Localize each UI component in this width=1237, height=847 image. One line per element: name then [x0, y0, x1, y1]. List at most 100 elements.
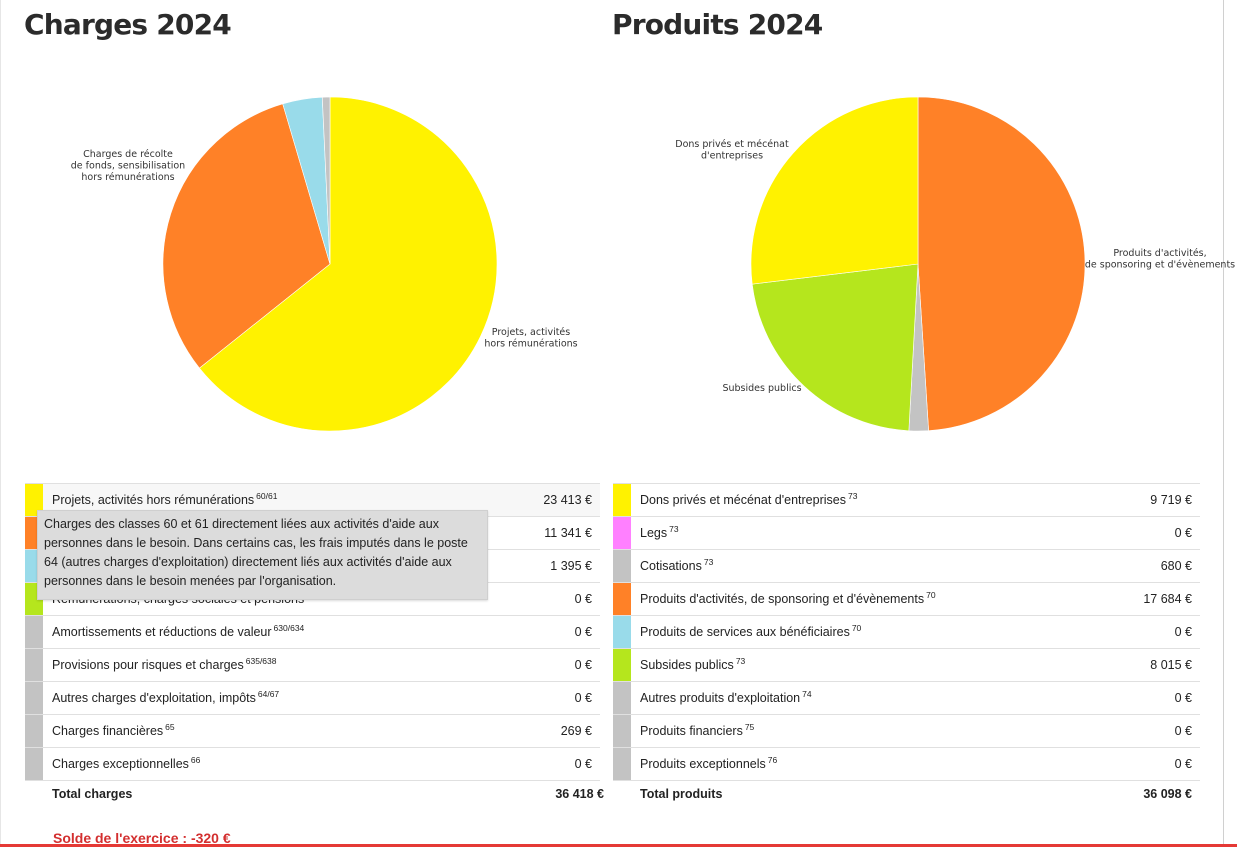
produits-row-value: 0 € [1110, 747, 1200, 781]
produits-account-code: 76 [767, 755, 778, 765]
pie-slice-projets-activites-hors-remunerations[interactable] [198, 96, 498, 432]
page-border-left [0, 0, 1, 847]
produits-label-text: Cotisations [640, 559, 702, 573]
produits-row-value: 0 € [1110, 615, 1200, 649]
produits-swatch [613, 681, 631, 715]
produits-row-label: Legs 73 [631, 516, 1111, 550]
produits-row-value: 0 € [1110, 714, 1200, 748]
produits-label-text: Autres produits d'exploitation [640, 691, 801, 705]
produits-swatch [613, 714, 631, 748]
produits-row-produits-d-activites-de-sponsoring-et-d-[interactable]: Produits d'activités, de sponsoring et d… [613, 582, 1200, 616]
charges-row-value: 0 € [524, 615, 600, 649]
charges-swatch [25, 714, 43, 748]
charges-title: Charges 2024 [24, 8, 232, 41]
produits-label-text: Subsides publics [640, 658, 734, 672]
pie-label-charges-de-recolte-de-fonds-sensibilisat: Charges de récolte de fonds, sensibilisat… [71, 149, 185, 183]
charges-account-code: 630/634 [273, 623, 305, 633]
produits-row-autres-produits-d-exploitation[interactable]: Autres produits d'exploitation 74 0 € [613, 681, 1200, 715]
charges-row-label: Amortissements et réductions de valeur 63… [43, 615, 525, 649]
charges-label-text: Amortissements et réductions de valeur [52, 625, 272, 639]
produits-account-code: 74 [802, 689, 812, 699]
produits-account-code: 70 [851, 623, 862, 633]
produits-row-label: Produits financiers 75 [631, 714, 1111, 748]
charges-account-code: 66 [190, 755, 201, 765]
produits-label-text: Legs [640, 526, 668, 540]
produits-swatch [613, 615, 631, 649]
produits-row-produits-exceptionnels[interactable]: Produits exceptionnels 76 0 € [613, 747, 1200, 781]
produits-row-value: 0 € [1110, 681, 1200, 715]
produits-row-value: 17 684 € [1110, 582, 1200, 616]
produits-row-dons-prives-et-mecenat-d-entreprises[interactable]: Dons privés et mécénat d'entreprises 73 9 … [613, 483, 1200, 517]
charges-row-value: 1 395 € [524, 549, 600, 583]
produits-row-label: Autres produits d'exploitation 74 [631, 681, 1111, 715]
charges-total-label: Total charges [52, 787, 133, 801]
produits-account-code: 73 [735, 656, 746, 666]
charges-label-text: Autres charges d'exploitation, impôts [52, 691, 256, 705]
charges-row-label: Charges exceptionnelles 66 [43, 747, 525, 781]
produits-label-text: Produits exceptionnels [640, 757, 766, 771]
charges-row-amortissements-et-reductions-de-valeur[interactable]: Amortissements et réductions de valeur 63… [25, 615, 600, 649]
charges-row-charges-exceptionnelles[interactable]: Charges exceptionnelles 66 0 € [25, 747, 600, 781]
produits-swatch [613, 582, 631, 616]
charges-row-label: Provisions pour risques et charges 635/63… [43, 648, 525, 682]
charges-label-text: Projets, activités hors rémunérations [52, 493, 255, 507]
produits-row-value: 9 719 € [1110, 483, 1200, 517]
produits-swatch [613, 549, 631, 583]
pie-slice-dons-prives-et-mecenat-d-entreprises[interactable] [750, 96, 919, 285]
charges-total-value: 36 418 € [555, 787, 604, 801]
charges-swatch [25, 483, 43, 517]
charges-row-value: 0 € [524, 648, 600, 682]
charges-swatch [25, 615, 43, 649]
produits-account-code: 73 [847, 491, 858, 501]
produits-row-value: 8 015 € [1110, 648, 1200, 682]
charges-label-text: Charges financières [52, 724, 164, 738]
produits-label-text: Produits d'activités, de sponsoring et d… [640, 592, 925, 606]
produits-swatch [613, 648, 631, 682]
charges-account-code: 64/67 [257, 689, 280, 699]
charges-row-charges-financieres[interactable]: Charges financières 65 269 € [25, 714, 600, 748]
pie-slice-charges-de-recolte-de-fonds-sensibilisat[interactable] [162, 103, 331, 369]
produits-label-text: Dons privés et mécénat d'entreprises [640, 493, 846, 507]
charges-swatch [25, 681, 43, 715]
produits-row-produits-de-services-aux-beneficiaires[interactable]: Produits de services aux bénéficiaires 70… [613, 615, 1200, 649]
produits-account-code: 75 [744, 722, 755, 732]
produits-row-label: Dons privés et mécénat d'entreprises 73 [631, 483, 1111, 517]
produits-row-cotisations[interactable]: Cotisations 73 680 € [613, 549, 1200, 583]
produits-account-code: 73 [669, 524, 679, 534]
pie-slice-produits-d-activites-de-sponsoring-et-d-[interactable] [917, 96, 1086, 431]
pie-label-projets-activites-hors-remunerations: Projets, activités hors rémunérations [484, 327, 577, 350]
charges-account-code: 65 [165, 722, 175, 732]
produits-account-code: 70 [926, 590, 936, 600]
produits-row-label: Produits de services aux bénéficiaires 70 [631, 615, 1111, 649]
produits-row-value: 680 € [1110, 549, 1200, 583]
pie-label-produits-d-activites-de-sponsoring-et-d-: Produits d'activités, de sponsoring et d'… [1085, 248, 1235, 271]
charges-row-value: 269 € [524, 714, 600, 748]
produits-row-legs[interactable]: Legs 73 0 € [613, 516, 1200, 550]
produits-swatch [613, 747, 631, 781]
produits-total-label: Total produits [640, 787, 723, 801]
charges-swatch [25, 648, 43, 682]
charges-row-value: 0 € [524, 747, 600, 781]
produits-row-subsides-publics[interactable]: Subsides publics 73 8 015 € [613, 648, 1200, 682]
produits-row-label: Produits exceptionnels 76 [631, 747, 1111, 781]
charges-row-value: 0 € [524, 681, 600, 715]
pie-label-dons-prives-et-mecenat-d-entreprises: Dons privés et mécénat d'entreprises [675, 139, 789, 162]
charges-account-code: 635/638 [245, 656, 277, 666]
produits-row-produits-financiers[interactable]: Produits financiers 75 0 € [613, 714, 1200, 748]
solde-exercice: Solde de l'exercice : -320 € [53, 830, 231, 846]
charges-label-text: Charges exceptionnelles [52, 757, 189, 771]
tooltip: Charges des classes 60 et 61 directement… [37, 510, 488, 600]
charges-row-value: 11 341 € [524, 516, 600, 550]
produits-row-label: Produits d'activités, de sponsoring et d… [631, 582, 1111, 616]
produits-row-label: Subsides publics 73 [631, 648, 1111, 682]
charges-row-label: Charges financières 65 [43, 714, 525, 748]
pie-slice-subsides-publics[interactable] [751, 263, 919, 432]
produits-legend-table: Dons privés et mécénat d'entreprises 73 9 … [613, 483, 1200, 781]
produits-swatch [613, 516, 631, 550]
produits-title: Produits 2024 [612, 8, 823, 41]
produits-swatch [613, 483, 631, 517]
pie-slice-charges-financieres[interactable] [321, 96, 331, 265]
charges-row-provisions-pour-risques-et-charges[interactable]: Provisions pour risques et charges 635/63… [25, 648, 600, 682]
charges-row-autres-charges-d-exploitation-impots[interactable]: Autres charges d'exploitation, impôts 64/… [25, 681, 600, 715]
pie-label-subsides-publics: Subsides publics [722, 383, 801, 394]
